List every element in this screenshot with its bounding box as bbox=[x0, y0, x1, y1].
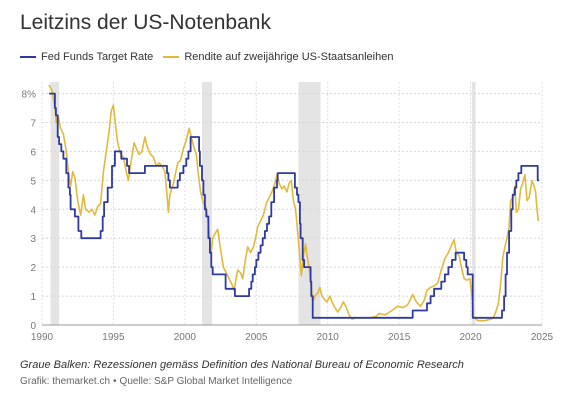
recession-bar-1 bbox=[202, 82, 212, 325]
x-tick-label-1990: 1990 bbox=[31, 332, 54, 343]
series-line-fed-funds bbox=[49, 92, 540, 319]
y-tick-label-0: 0 bbox=[30, 321, 36, 332]
y-tick-label-4: 4 bbox=[30, 205, 36, 216]
y-tick-label-6: 6 bbox=[30, 147, 36, 158]
y-tick-label-1: 1 bbox=[30, 292, 36, 303]
y-tick-label-7: 7 bbox=[30, 119, 36, 130]
credit-source: Grafik: themarket.ch bbox=[20, 376, 111, 387]
chart-title: Leitzins der US-Notenbank bbox=[20, 11, 271, 34]
x-tick-label-2005: 2005 bbox=[245, 332, 268, 343]
x-tick-label-2000: 2000 bbox=[174, 332, 197, 343]
legend-item-fed-funds: Fed Funds Target Rate bbox=[20, 51, 153, 63]
legend-swatch-fed-funds bbox=[20, 56, 36, 58]
x-tick-label-2010: 2010 bbox=[317, 332, 340, 343]
legend-item-treasury-2y: Rendite auf zweijährige US-Staatsanleihe… bbox=[163, 51, 393, 63]
legend-label-treasury-2y: Rendite auf zweijährige US-Staatsanleihe… bbox=[184, 51, 394, 63]
y-tick-label-2: 2 bbox=[30, 263, 36, 274]
recession-bar-0 bbox=[50, 82, 60, 325]
recession-bar-3 bbox=[472, 82, 476, 325]
x-tick-label-1995: 1995 bbox=[102, 332, 125, 343]
y-tick-label-5: 5 bbox=[30, 176, 36, 187]
x-tick-label-2015: 2015 bbox=[388, 332, 411, 343]
series-line-treasury-2y bbox=[48, 84, 540, 322]
recession-bar-2 bbox=[298, 82, 321, 325]
y-tick-label-8: 8% bbox=[22, 90, 37, 101]
credit-separator: • bbox=[113, 376, 117, 387]
legend-label-fed-funds: Fed Funds Target Rate bbox=[41, 51, 154, 63]
chart-legend: Fed Funds Target Rate Rendite auf zweijä… bbox=[20, 51, 403, 63]
x-tick-label-2020: 2020 bbox=[459, 332, 482, 343]
legend-swatch-treasury-2y bbox=[163, 56, 180, 58]
line-chart: 0 1 2 3 4 5 6 7 8% 1990 1995 2000 2005 2010 2015 2020 20… bbox=[22, 82, 554, 343]
recession-note: Graue Balken: Rezessionen gemäss Definit… bbox=[20, 359, 464, 371]
series-lines bbox=[48, 84, 540, 322]
credit-line: Grafik: themarket.ch • Quelle: S&P Global … bbox=[20, 376, 292, 387]
x-tick-label-2025: 2025 bbox=[531, 332, 554, 343]
credit-data-source: Quelle: S&P Global Market Intelligence bbox=[119, 376, 293, 387]
gridlines bbox=[41, 82, 543, 326]
axes: 0 1 2 3 4 5 6 7 8% 1990 1995 2000 2005 2010 2015 2020 20… bbox=[22, 90, 554, 343]
y-tick-label-3: 3 bbox=[30, 234, 36, 245]
